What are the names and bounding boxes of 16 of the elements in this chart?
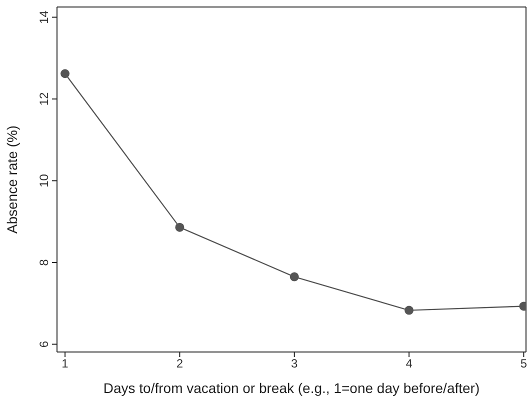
x-tick-label: 5 — [520, 356, 528, 371]
y-tick-label: 12 — [37, 92, 51, 106]
point — [175, 222, 184, 232]
x-tick-label: 2 — [176, 356, 184, 371]
point — [404, 306, 414, 315]
y-axis-title: Absence rate (%) — [4, 125, 20, 234]
x-tick-label: 1 — [62, 356, 69, 371]
x-tick-label: 4 — [406, 356, 413, 371]
point — [60, 69, 70, 78]
y-tick-label: 10 — [37, 174, 51, 188]
y-tick-label: 14 — [37, 10, 51, 24]
point — [290, 272, 299, 282]
y-tick-label: 8 — [37, 258, 51, 266]
x-axis-title: Days to/from vacation or break (e.g., 1=one day before/after) — [103, 380, 480, 396]
y-tick-label: 6 — [37, 340, 51, 348]
x-tick-label: 3 — [291, 356, 298, 371]
